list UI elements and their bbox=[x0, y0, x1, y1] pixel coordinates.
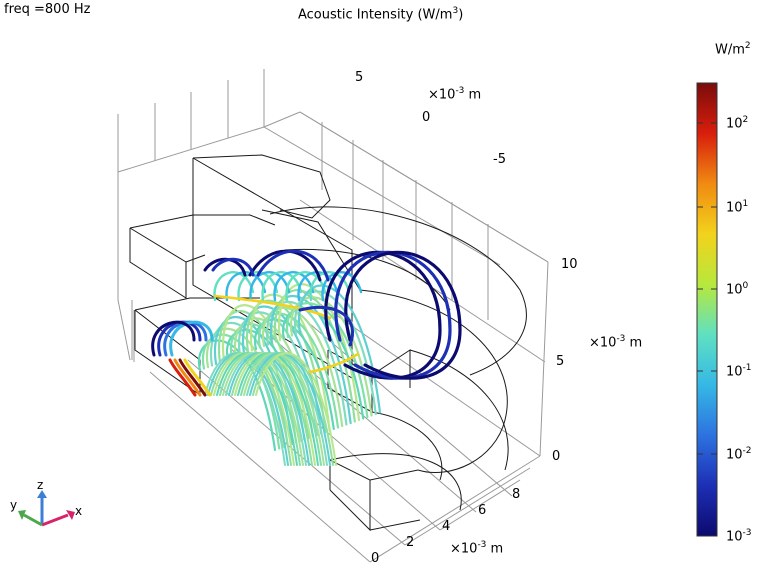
z-axis-tick: 0 bbox=[552, 449, 560, 464]
geometry-edge bbox=[130, 228, 186, 298]
z-axis-scale-label: ×10-3 m bbox=[589, 334, 642, 350]
z-axis-tick: 10 bbox=[561, 257, 578, 272]
grid-line bbox=[118, 114, 130, 360]
grid-line bbox=[300, 112, 548, 262]
x-axis-tick: 0 bbox=[371, 551, 379, 566]
x-axis-tick: 8 bbox=[512, 487, 520, 502]
triad-y-label: y bbox=[10, 498, 17, 512]
grid-line bbox=[150, 372, 370, 562]
colorbar-tick: 10-1 bbox=[726, 363, 752, 379]
y-axis-tick: -5 bbox=[493, 152, 506, 167]
triad-y-arrow bbox=[24, 515, 42, 525]
x-axis-tick: 2 bbox=[406, 535, 414, 550]
colorbar-tick: 100 bbox=[726, 281, 748, 297]
colorbar bbox=[697, 83, 717, 536]
colorbar-gradient bbox=[697, 83, 717, 536]
y-axis-tick: 5 bbox=[355, 70, 363, 85]
axis-triad bbox=[18, 490, 75, 525]
geometry-edge bbox=[330, 460, 370, 530]
geometry-edge bbox=[186, 255, 205, 262]
geometry-edge bbox=[372, 412, 442, 480]
colorbar-tick: 10-3 bbox=[726, 528, 752, 544]
colorbar-tick: 10-2 bbox=[726, 446, 752, 462]
colorbar-tick: 101 bbox=[726, 199, 748, 215]
streamlines bbox=[153, 251, 460, 465]
parameter-label: freq =800 Hz bbox=[4, 2, 90, 17]
colorbar-tick: 102 bbox=[726, 115, 748, 131]
x-axis-tick: 4 bbox=[442, 519, 450, 534]
geometry-wireframe bbox=[130, 155, 526, 530]
z-axis-tick: 5 bbox=[556, 354, 564, 369]
plot-title: Acoustic Intensity (W/m3) bbox=[298, 6, 463, 22]
grid-line bbox=[118, 112, 300, 172]
grid-line bbox=[264, 127, 500, 265]
triad-x-arrow bbox=[42, 515, 68, 525]
triad-z-label: z bbox=[37, 478, 43, 492]
geometry-edge bbox=[130, 215, 275, 228]
x-axis-scale-label: ×10-3 m bbox=[450, 540, 503, 556]
grid-line bbox=[405, 468, 530, 545]
y-axis-scale-label: ×10-3 m bbox=[428, 86, 481, 102]
y-axis-tick: 0 bbox=[422, 110, 430, 125]
colorbar-unit: W/m2 bbox=[715, 41, 751, 57]
x-axis-tick: 6 bbox=[478, 503, 486, 518]
geometry-edge bbox=[193, 155, 330, 218]
triad-x-label: x bbox=[75, 504, 82, 518]
